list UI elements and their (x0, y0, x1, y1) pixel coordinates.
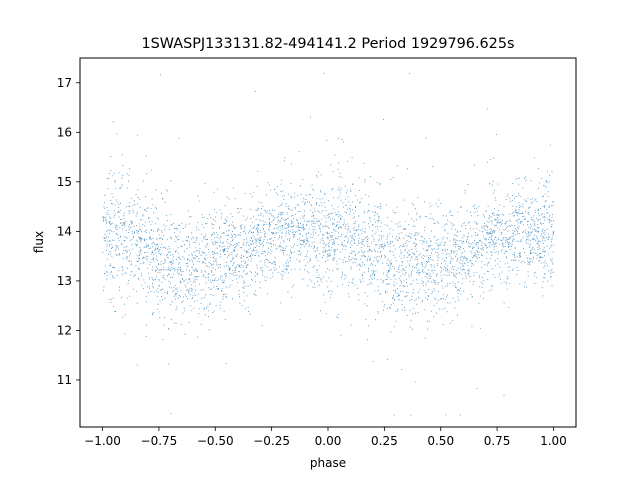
y-tick-label: 15 (57, 175, 72, 189)
x-tick-label: 0.00 (315, 434, 342, 448)
y-axis-ticks: 11 12 13 14 15 16 17 (57, 76, 80, 387)
y-axis-label: flux (32, 231, 46, 253)
y-tick-label: 12 (57, 323, 72, 337)
x-tick-label: 0.25 (371, 434, 398, 448)
y-tick-label: 11 (57, 373, 72, 387)
x-axis-ticks: −1.00 −0.75 −0.50 −0.25 0.00 0.25 0.50 0.75 1.00 (84, 427, 567, 448)
y-tick-label: 17 (57, 76, 72, 90)
x-tick-label: 1.00 (540, 434, 567, 448)
x-tick-label: 0.75 (484, 434, 511, 448)
y-tick-label: 14 (57, 224, 72, 238)
x-tick-label: 0.50 (427, 434, 454, 448)
x-tick-label: −0.25 (253, 434, 290, 448)
y-tick-label: 13 (57, 274, 72, 288)
x-axis-label: phase (310, 456, 346, 470)
x-tick-label: −0.50 (197, 434, 234, 448)
chart-title: 1SWASPJ133131.82-494141.2 Period 1929796… (142, 36, 515, 52)
x-tick-label: −0.75 (141, 434, 178, 448)
y-tick-label: 16 (57, 125, 72, 139)
x-tick-label: −1.00 (84, 434, 121, 448)
